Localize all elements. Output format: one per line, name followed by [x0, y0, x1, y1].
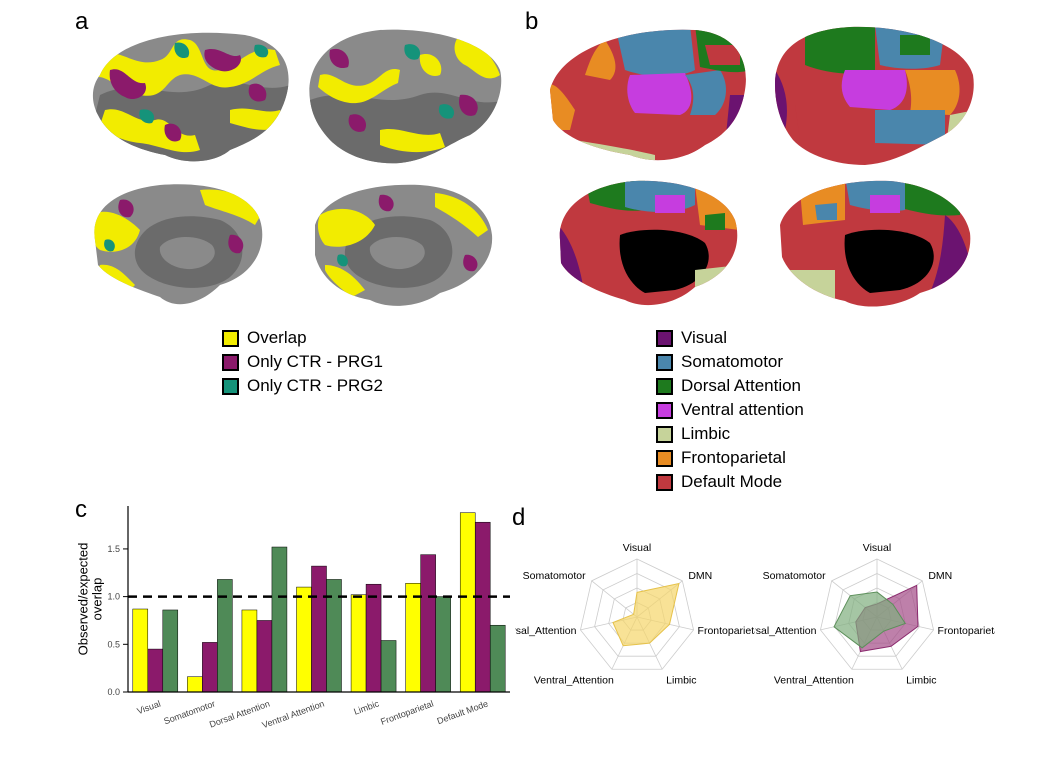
x-tick-label: Visual	[136, 698, 162, 716]
radar-chart-left: Visual DMN Frontoparietal Limbic Ventral_Att…	[515, 542, 755, 686]
radar-axis-label: Visual	[623, 542, 651, 554]
legend-label: Limbic	[681, 424, 731, 443]
radar-grid-ring	[580, 558, 694, 670]
radar-axis-label: Dorsal_Attention	[755, 625, 817, 637]
legend-overlap: Overlap Only CTR - PRG1 Only CTR - PRG2	[222, 326, 383, 398]
brain-network-lateral-left	[550, 29, 746, 161]
x-tick-label: Limbic	[352, 698, 380, 716]
bar	[489, 624, 506, 693]
legend-networks: Visual Somatomotor Dorsal Attention Vent…	[656, 326, 804, 494]
radar-axis-label: Somatomotor	[523, 570, 587, 582]
bar	[271, 546, 288, 693]
bar	[459, 512, 476, 693]
legend-label: Default Mode	[681, 472, 783, 491]
swatch-visual	[656, 329, 673, 347]
swatch-somatomotor	[656, 353, 673, 371]
bar	[241, 609, 258, 693]
legend-item-frontoparietal: Frontoparietal	[656, 446, 804, 470]
brain-medial-right	[315, 184, 493, 306]
legend-item-overlap: Overlap	[222, 326, 383, 350]
x-tick-label: Default Mode	[436, 698, 490, 726]
bar	[187, 676, 203, 693]
brain-medial-left	[94, 184, 263, 305]
legend-label: Somatomotor	[681, 352, 784, 371]
legend-label: Ventral attention	[681, 400, 804, 419]
y-tick-label: 1.5	[107, 544, 120, 554]
bar	[380, 640, 397, 693]
brain-network-medial-right	[780, 180, 971, 307]
radar-axis-label: DMN	[688, 570, 712, 582]
radar-chart-right: Visual DMN Frontoparietal Limbic Ventral_Att…	[755, 542, 995, 686]
bar	[435, 596, 451, 693]
legend-label: Dorsal Attention	[681, 376, 802, 395]
bar	[350, 594, 367, 693]
brain-lateral-right	[309, 29, 502, 164]
legend-item-prg1: Only CTR - PRG1	[222, 350, 383, 374]
bar	[132, 608, 149, 693]
legend-item-prg2: Only CTR - PRG2	[222, 374, 383, 398]
legend-item-ventral-attention: Ventral attention	[656, 398, 804, 422]
brain-network-lateral-right	[775, 26, 974, 165]
radar-axis-label: Visual	[863, 542, 891, 554]
swatch-prg2	[222, 377, 239, 395]
radar-axis-label: Dorsal_Attention	[515, 625, 577, 637]
y-axis-label: Observed/expectedoverlap	[75, 543, 104, 656]
legend-item-somatomotor: Somatomotor	[656, 350, 804, 374]
bar	[202, 642, 218, 693]
radar-axis-label: Frontoparietal	[938, 625, 995, 637]
bar	[311, 565, 327, 693]
swatch-dorsal-attention	[656, 377, 673, 395]
radar-axis-label: Limbic	[906, 674, 936, 686]
panel-label-a: a	[75, 8, 89, 35]
legend-item-dorsal-attention: Dorsal Attention	[656, 374, 804, 398]
radar-axis-label: Frontoparietal	[698, 625, 755, 637]
bar	[147, 648, 164, 693]
swatch-ventral-attention	[656, 401, 673, 419]
legend-item-limbic: Limbic	[656, 422, 804, 446]
y-tick-label: 1.0	[107, 592, 120, 602]
radar-axis-label: Ventral_Attention	[534, 674, 614, 686]
swatch-limbic	[656, 425, 673, 443]
radar-spoke	[591, 580, 638, 618]
brain-lateral-left	[92, 32, 289, 162]
legend-label: Only CTR - PRG2	[247, 376, 384, 395]
y-axis-label-line: Observed/expected	[75, 543, 90, 656]
legend-label: Visual	[681, 328, 727, 347]
brain-network-medial-left	[559, 180, 738, 306]
legend-label: Only CTR - PRG1	[247, 352, 384, 371]
bar	[365, 583, 382, 693]
radar-series	[612, 582, 680, 647]
radar-axis-label: Ventral_Attention	[774, 674, 854, 686]
swatch-prg1	[222, 353, 239, 371]
bar	[296, 586, 312, 693]
radar-grid-ring	[820, 558, 934, 670]
radar-axis-label: Somatomotor	[763, 570, 827, 582]
swatch-default-mode	[656, 473, 673, 491]
radar-axis-label: Limbic	[666, 674, 696, 686]
panel-label-c: c	[75, 496, 87, 523]
bar	[162, 609, 179, 693]
brain-network-figure	[550, 26, 974, 307]
bar	[474, 521, 491, 693]
bar	[420, 554, 436, 693]
legend-item-visual: Visual	[656, 326, 804, 350]
panel-label-d: d	[512, 504, 526, 531]
y-axis-label-line: overlap	[90, 578, 105, 621]
bar-chart: Observed/expectedoverlap 0.0 0.5 1.0 1.5 Visu…	[75, 506, 510, 730]
radar-axis-label: DMN	[928, 570, 952, 582]
y-tick-label: 0.5	[107, 639, 120, 649]
brain-overlap-figure	[92, 29, 502, 306]
swatch-overlap	[222, 329, 239, 347]
legend-label: Frontoparietal	[681, 448, 786, 467]
x-tick-label: Ventral Attention	[261, 698, 326, 730]
legend-item-default-mode: Default Mode	[656, 470, 804, 494]
bar	[405, 583, 421, 693]
swatch-frontoparietal	[656, 449, 673, 467]
legend-label: Overlap	[247, 328, 307, 347]
y-tick-label: 0.0	[107, 687, 120, 697]
bar	[256, 620, 273, 693]
panel-label-b: b	[525, 8, 539, 35]
radar-series	[833, 591, 907, 649]
x-tick-label: Frontoparietal	[379, 698, 435, 726]
